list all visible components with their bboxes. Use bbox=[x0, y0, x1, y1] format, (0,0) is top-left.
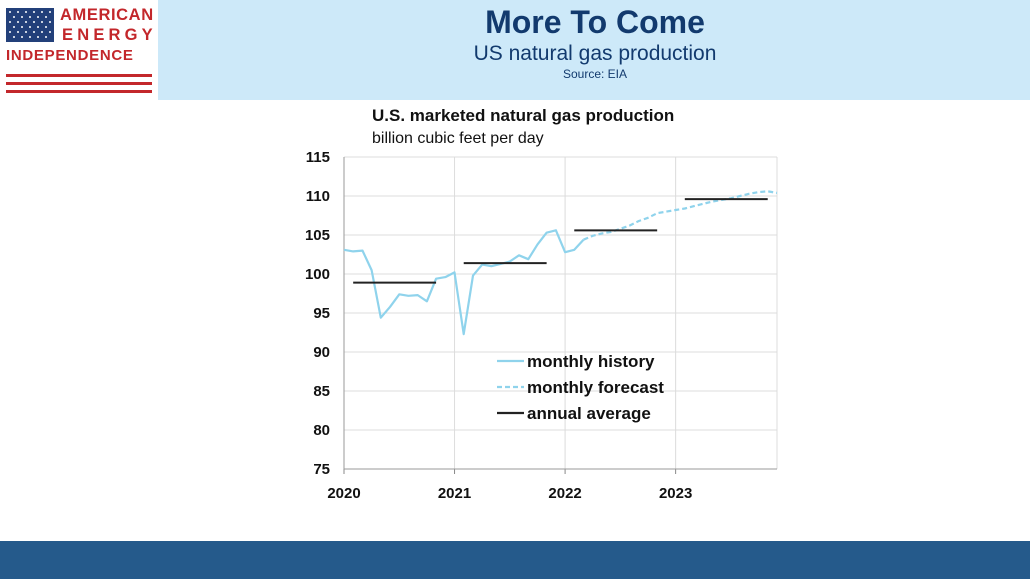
chart-title: U.S. marketed natural gas production bbox=[372, 106, 675, 125]
logo-stripe bbox=[6, 90, 152, 93]
y-tick-label: 100 bbox=[305, 266, 330, 283]
slide-subtitle: US natural gas production bbox=[473, 42, 717, 65]
footer-band bbox=[0, 541, 1030, 579]
y-tick-label: 105 bbox=[305, 227, 330, 244]
y-tick-label: 110 bbox=[306, 188, 330, 205]
header-band bbox=[0, 0, 1030, 100]
y-tick-label: 75 bbox=[313, 461, 330, 478]
monthly-history-line bbox=[343, 229, 585, 336]
logo-text-energy: ENERGY bbox=[62, 26, 157, 44]
legend-label: monthly history bbox=[527, 352, 655, 371]
slide-source: Source: EIA bbox=[562, 67, 628, 81]
logo-stripe bbox=[6, 74, 152, 77]
y-tick-label: 80 bbox=[313, 422, 330, 439]
legend-label: monthly forecast bbox=[527, 378, 664, 397]
logo-stripe bbox=[6, 82, 152, 85]
y-tick-label: 115 bbox=[306, 149, 330, 166]
y-tick-label: 85 bbox=[313, 383, 330, 400]
brand-logo: AMERICAN ENERGY INDEPENDENCE bbox=[0, 0, 158, 100]
x-tick-label: 2022 bbox=[548, 485, 581, 502]
us-flag-icon bbox=[6, 8, 54, 42]
legend-label: annual average bbox=[527, 404, 651, 423]
x-tick-label: 2023 bbox=[659, 485, 692, 502]
y-tick-label: 95 bbox=[313, 305, 330, 322]
y-tick-label: 90 bbox=[313, 344, 330, 361]
logo-text-american: AMERICAN bbox=[60, 6, 154, 24]
logo-text-independence: INDEPENDENCE bbox=[6, 47, 134, 64]
x-tick-label: 2021 bbox=[438, 485, 471, 502]
chart-units: billion cubic feet per day bbox=[372, 130, 544, 147]
slide-title: More To Come bbox=[485, 4, 705, 40]
x-tick-label: 2020 bbox=[327, 485, 360, 502]
